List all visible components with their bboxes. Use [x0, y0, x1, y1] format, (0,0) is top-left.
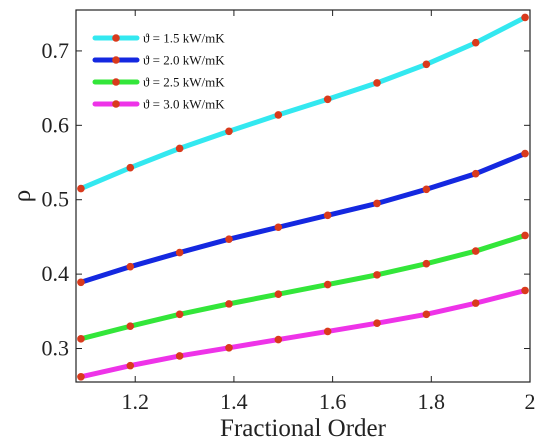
- x-tick-label: 1.6: [319, 389, 347, 414]
- legend-label: ϑ = 2.0 kW/mK: [143, 53, 225, 68]
- data-point: [225, 300, 233, 308]
- legend-entry: ϑ = 1.5 kW/mK: [92, 31, 225, 46]
- x-tick-label: 1.8: [418, 389, 446, 414]
- legend-entry: ϑ = 2.0 kW/mK: [92, 53, 225, 68]
- data-point: [521, 149, 529, 158]
- data-point: [274, 111, 283, 119]
- series-line: [78, 232, 528, 342]
- data-point: [471, 299, 480, 307]
- data-point: [175, 248, 184, 257]
- legend-label: ϑ = 3.0 kW/mK: [143, 97, 225, 112]
- series-line: [78, 287, 528, 380]
- data-point: [175, 310, 184, 319]
- data-point: [422, 310, 431, 319]
- data-point: [373, 199, 381, 208]
- legend-label: ϑ = 2.5 kW/mK: [143, 75, 225, 90]
- data-point: [77, 278, 85, 287]
- y-tick-label: 0.7: [42, 38, 70, 63]
- data-point: [77, 184, 85, 193]
- y-tick-label: 0.3: [42, 336, 70, 361]
- data-point: [373, 271, 381, 279]
- data-point: [274, 223, 283, 232]
- data-point: [521, 286, 529, 295]
- series-1: [77, 13, 529, 193]
- data-point: [126, 262, 135, 271]
- data-point: [225, 235, 233, 243]
- data-point: [373, 79, 381, 87]
- data-point: [422, 259, 431, 268]
- series-layer: [77, 13, 529, 381]
- data-point: [126, 322, 135, 331]
- series-line: [78, 14, 528, 192]
- legend: ϑ = 1.5 kW/mK ϑ = 2.0 kW/mK ϑ = 2.5 kW/mK ϑ…: [92, 31, 225, 112]
- y-tick-label: 0.5: [42, 187, 70, 212]
- x-tick-label: 1.2: [121, 389, 149, 414]
- x-tick-label: 2: [525, 389, 536, 414]
- data-point: [175, 352, 184, 360]
- data-point: [323, 95, 332, 104]
- data-point: [126, 361, 135, 370]
- legend-marker: [112, 56, 120, 64]
- data-point: [422, 185, 431, 194]
- x-axis-label: Fractional Order: [220, 415, 387, 442]
- data-point: [521, 13, 529, 22]
- data-point: [471, 169, 480, 178]
- data-point: [77, 335, 85, 343]
- data-point: [323, 280, 332, 289]
- data-point: [323, 211, 332, 220]
- legend-entry: ϑ = 3.0 kW/mK: [92, 97, 225, 112]
- data-point: [274, 290, 283, 299]
- series-4: [77, 286, 529, 381]
- data-point: [422, 60, 431, 69]
- series-2: [77, 149, 529, 287]
- ticks-layer: 1.2 1.4 1.6 1.8 2 0.3 0.4 0.5 0.6 0.7: [42, 10, 536, 414]
- y-axis-label: ρ: [9, 190, 36, 202]
- y-tick-label: 0.6: [42, 112, 70, 137]
- data-point: [225, 127, 233, 136]
- x-tick-label: 1.4: [220, 389, 248, 414]
- legend-marker: [112, 100, 120, 108]
- data-point: [225, 343, 233, 352]
- series-3: [77, 231, 529, 343]
- data-point: [126, 163, 135, 172]
- legend-marker: [112, 34, 120, 42]
- data-point: [471, 38, 480, 47]
- data-point: [175, 144, 184, 153]
- legend-entry: ϑ = 2.5 kW/mK: [92, 75, 225, 90]
- data-point: [521, 231, 529, 240]
- data-point: [323, 327, 332, 336]
- legend-marker: [112, 78, 120, 86]
- legend-label: ϑ = 1.5 kW/mK: [143, 31, 225, 46]
- series-line: [78, 151, 528, 285]
- data-point: [471, 247, 480, 255]
- data-point: [373, 319, 381, 328]
- data-point: [274, 335, 283, 344]
- y-tick-label: 0.4: [42, 261, 70, 286]
- data-point: [77, 372, 85, 381]
- plot-frame: [75, 9, 531, 383]
